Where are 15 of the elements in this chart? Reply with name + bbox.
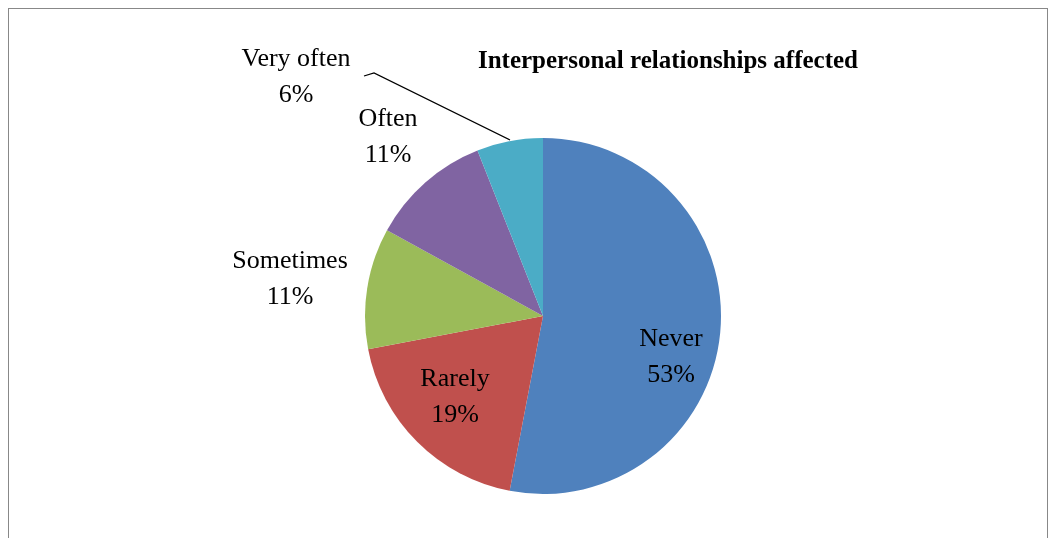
slice-label: Rarely — [420, 363, 490, 392]
chart-title: Interpersonal relationships affected — [477, 46, 859, 73]
slice-label: Often — [358, 103, 418, 132]
pie-slice — [509, 138, 721, 494]
data-label: 19% — [431, 399, 479, 428]
slice-label: Never — [639, 323, 704, 352]
data-label: 53% — [647, 359, 695, 388]
pie-slice — [477, 138, 543, 316]
data-label: 11% — [364, 139, 412, 168]
data-label: 6% — [278, 79, 314, 108]
data-label: 11% — [266, 281, 314, 310]
slice-label: Very often — [241, 43, 351, 72]
pie-slice — [365, 230, 543, 350]
pie-slice — [368, 316, 543, 491]
slice-label: Sometimes — [232, 245, 348, 274]
